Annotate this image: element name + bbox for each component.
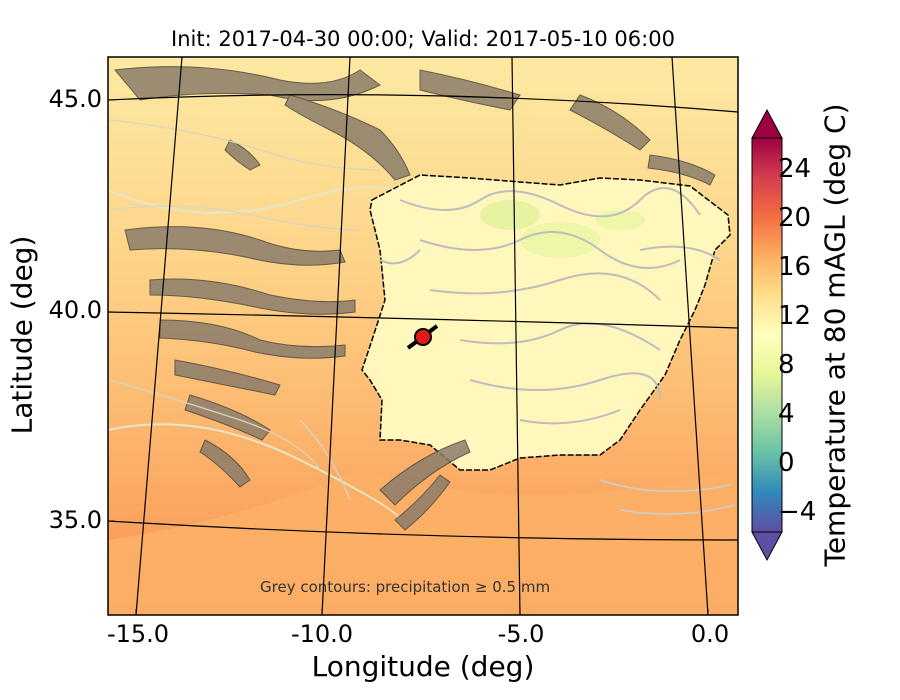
colorbar-tick-label: −4	[778, 497, 817, 527]
colorbar-scale	[751, 137, 783, 533]
colorbar-tick-label: 8	[778, 350, 795, 380]
y-tick-label: 40.0	[48, 296, 102, 324]
precipitation-note: Grey contours: precipitation ≥ 0.5 mm	[260, 578, 551, 596]
colorbar-tick-label: 12	[778, 301, 812, 331]
cool-plateau-region	[595, 210, 645, 230]
x-axis-label: Longitude (deg)	[311, 650, 535, 683]
precipitation-bands-atlantic	[114, 66, 716, 531]
colorbar-tick-label: 16	[778, 252, 812, 282]
y-tick-label: 45.0	[48, 85, 102, 113]
colorbar-tick-label: 24	[778, 154, 812, 184]
precipitation-contours	[379, 187, 721, 425]
x-tick-label: -5.0	[497, 620, 545, 648]
x-tick-label: 0.0	[690, 620, 730, 648]
pale-contours	[109, 119, 381, 501]
chart-title: Init: 2017-04-30 00:00; Valid: 2017-05-1…	[171, 27, 675, 51]
colorbar	[751, 108, 783, 562]
x-tick-label: -15.0	[106, 620, 170, 648]
precipitation-contours	[599, 479, 736, 515]
ocean-contour	[108, 423, 401, 521]
map-panel	[108, 57, 738, 615]
warm-sea-region	[108, 470, 738, 615]
colorbar-max-extension	[751, 108, 783, 139]
colorbar-tick-label: 4	[778, 399, 795, 429]
colorbar-min-extension	[751, 531, 783, 562]
x-tick-label: -10.0	[290, 620, 354, 648]
colorbar-tick-label: 0	[778, 448, 795, 478]
cool-plateau-region	[520, 222, 600, 258]
axis-ticks	[108, 99, 709, 615]
colorbar-tick-label: 20	[778, 203, 812, 233]
y-tick-label: 35.0	[48, 506, 102, 534]
cool-plateau-region	[480, 200, 540, 230]
red-circle-location-marker	[414, 328, 432, 346]
map-border	[107, 56, 739, 616]
graticule	[108, 57, 738, 615]
